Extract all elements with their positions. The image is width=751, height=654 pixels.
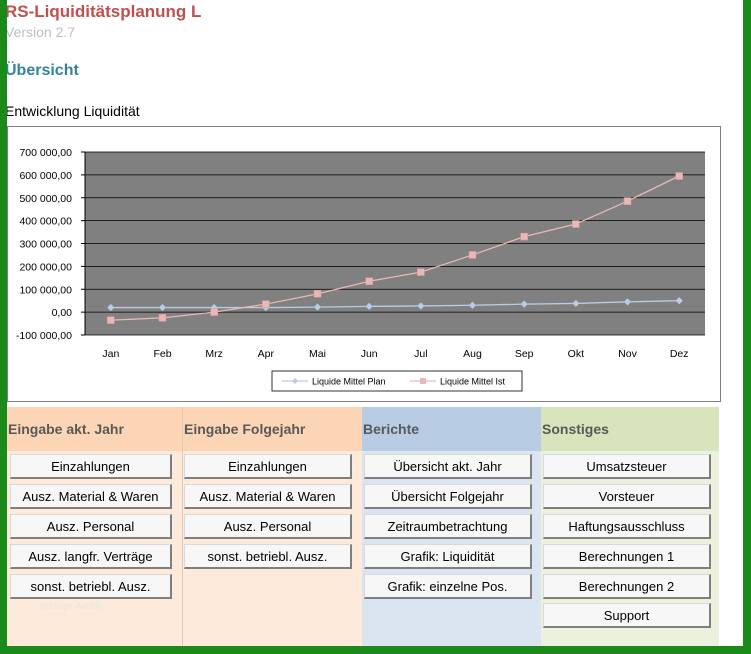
y-tick-label: 300 000,00 — [19, 239, 72, 251]
x-tick-label: Dez — [670, 348, 689, 360]
section-title: Übersicht — [7, 62, 79, 79]
ist-point — [210, 308, 218, 316]
spreadsheet-page: RS-Liquiditätsplanung L Version 2.7 Über… — [7, 0, 743, 646]
liquidity-chart[interactable]: 700 000,00 600 000,00 500 000,00 400 000,00… — [7, 126, 721, 402]
ist-point — [158, 314, 167, 322]
x-tick-label: Nov — [618, 348, 637, 360]
plan-point — [416, 302, 425, 310]
series-line-0 — [110, 300, 680, 309]
nav-button-vorsteuer[interactable]: Vorsteuer — [543, 484, 711, 509]
ist-point — [572, 220, 580, 228]
nav-button-sonst-betriebl-ausz[interactable]: sonst. betriebl. Ausz. — [184, 544, 352, 569]
nav-button-zeitraumbetrachtung[interactable]: Zeitraumbetrachtung — [364, 514, 532, 539]
ist-point — [520, 232, 528, 241]
x-tick-label: Mai — [309, 348, 326, 360]
legend-marker — [292, 378, 298, 384]
nav-button-übersicht-folgejahr[interactable]: Übersicht Folgejahr — [364, 484, 532, 509]
nav-button-ausz-material-waren[interactable]: Ausz. Material & Waren — [184, 484, 352, 509]
panel-title: Eingabe akt. Jahr — [7, 407, 182, 451]
legend-label: Liquide Mittel Ist — [440, 377, 506, 387]
y-tick-label: 100 000,00 — [19, 284, 72, 296]
nav-button-haftungsausschluss[interactable]: Haftungsausschluss — [543, 514, 711, 539]
ist-point — [365, 277, 373, 285]
y-tick-label: 200 000,00 — [19, 261, 72, 273]
nav-button-einzahlungen[interactable]: Einzahlungen — [184, 454, 352, 479]
x-tick-label: Mrz — [205, 348, 223, 360]
version-label: Version 2.7 — [7, 24, 76, 40]
y-tick-label: -100 000,00 — [16, 330, 72, 342]
panel-title: Eingabe Folgejahr — [183, 407, 362, 451]
nav-button-ausz-personal[interactable]: Ausz. Personal — [10, 514, 172, 539]
x-tick-label: Apr — [258, 348, 275, 360]
legend-box — [271, 370, 523, 392]
nav-button-support[interactable]: Support — [543, 603, 711, 628]
plan-point — [675, 296, 684, 305]
nav-button-ausz-personal[interactable]: Ausz. Personal — [184, 514, 352, 539]
plan-point — [623, 297, 632, 306]
x-tick-label: Aug — [463, 348, 482, 360]
panel-title: Sonstiges — [541, 407, 719, 451]
x-tick-label: Sep — [515, 348, 534, 360]
ist-point — [623, 197, 632, 205]
navigation-panels: Eingabe akt. Jahr Einzahlungen Ausz. Mater… — [7, 407, 719, 646]
ist-point — [313, 290, 322, 298]
ist-point — [675, 172, 683, 180]
plan-point — [468, 301, 477, 310]
app-title: RS-Liquiditätsplanung L — [7, 2, 202, 21]
nav-button-grafik-einzelne-pos[interactable]: Grafik: einzelne Pos. — [364, 574, 532, 599]
nav-button-grafik-liquidität[interactable]: Grafik: Liquidität — [364, 544, 532, 569]
series-line-1 — [110, 175, 680, 321]
plan-point — [313, 303, 322, 311]
chart-canvas: 700 000,00 600 000,00 500 000,00 400 000,00… — [16, 147, 705, 392]
y-tick-label: 700 000,00 — [19, 147, 72, 159]
ist-point — [107, 316, 115, 324]
plan-point — [106, 303, 115, 312]
plan-point — [520, 300, 529, 308]
legend-label: Liquide Mittel Plan — [312, 377, 386, 387]
x-tick-label: Jul — [414, 348, 427, 360]
nav-button-ausz-material-waren[interactable]: Ausz. Material & Waren — [10, 484, 172, 509]
plan-point — [571, 299, 580, 308]
nav-button-berechnungen-2[interactable]: Berechnungen 2 — [543, 574, 711, 599]
nav-button-umsatzsteuer[interactable]: Umsatzsteuer — [543, 454, 711, 479]
legend-marker — [420, 378, 426, 384]
ist-point — [417, 268, 425, 276]
nav-button-ausz-langfr-verträge[interactable]: Ausz. langfr. Verträge — [10, 544, 172, 569]
x-tick-label: Jan — [102, 348, 119, 360]
chart-heading: Entwicklung Liquidität — [7, 103, 140, 119]
plan-point — [365, 302, 374, 311]
nav-button-berechnungen-1[interactable]: Berechnungen 1 — [543, 544, 711, 569]
nav-button-einzahlungen[interactable]: Einzahlungen — [10, 454, 172, 479]
y-tick-label: 500 000,00 — [19, 193, 72, 205]
y-tick-label: 600 000,00 — [19, 170, 72, 182]
nav-button-übersicht-akt-jahr[interactable]: Übersicht akt. Jahr — [364, 454, 532, 479]
panel-title: Berichte — [362, 407, 541, 451]
x-tick-label: Okt — [568, 348, 584, 360]
y-tick-label: 400 000,00 — [19, 216, 72, 228]
ist-point — [262, 300, 270, 308]
plan-point — [158, 303, 167, 312]
ist-point — [468, 251, 477, 259]
nav-button-sonst-betriebl-ausz[interactable]: sonst. betriebl. Ausz. — [10, 574, 172, 599]
watermark-text: Vorlage Archiv — [39, 601, 103, 612]
y-tick-label: 0,00 — [52, 307, 73, 319]
x-tick-label: Feb — [153, 348, 171, 360]
x-tick-label: Jun — [361, 348, 378, 360]
